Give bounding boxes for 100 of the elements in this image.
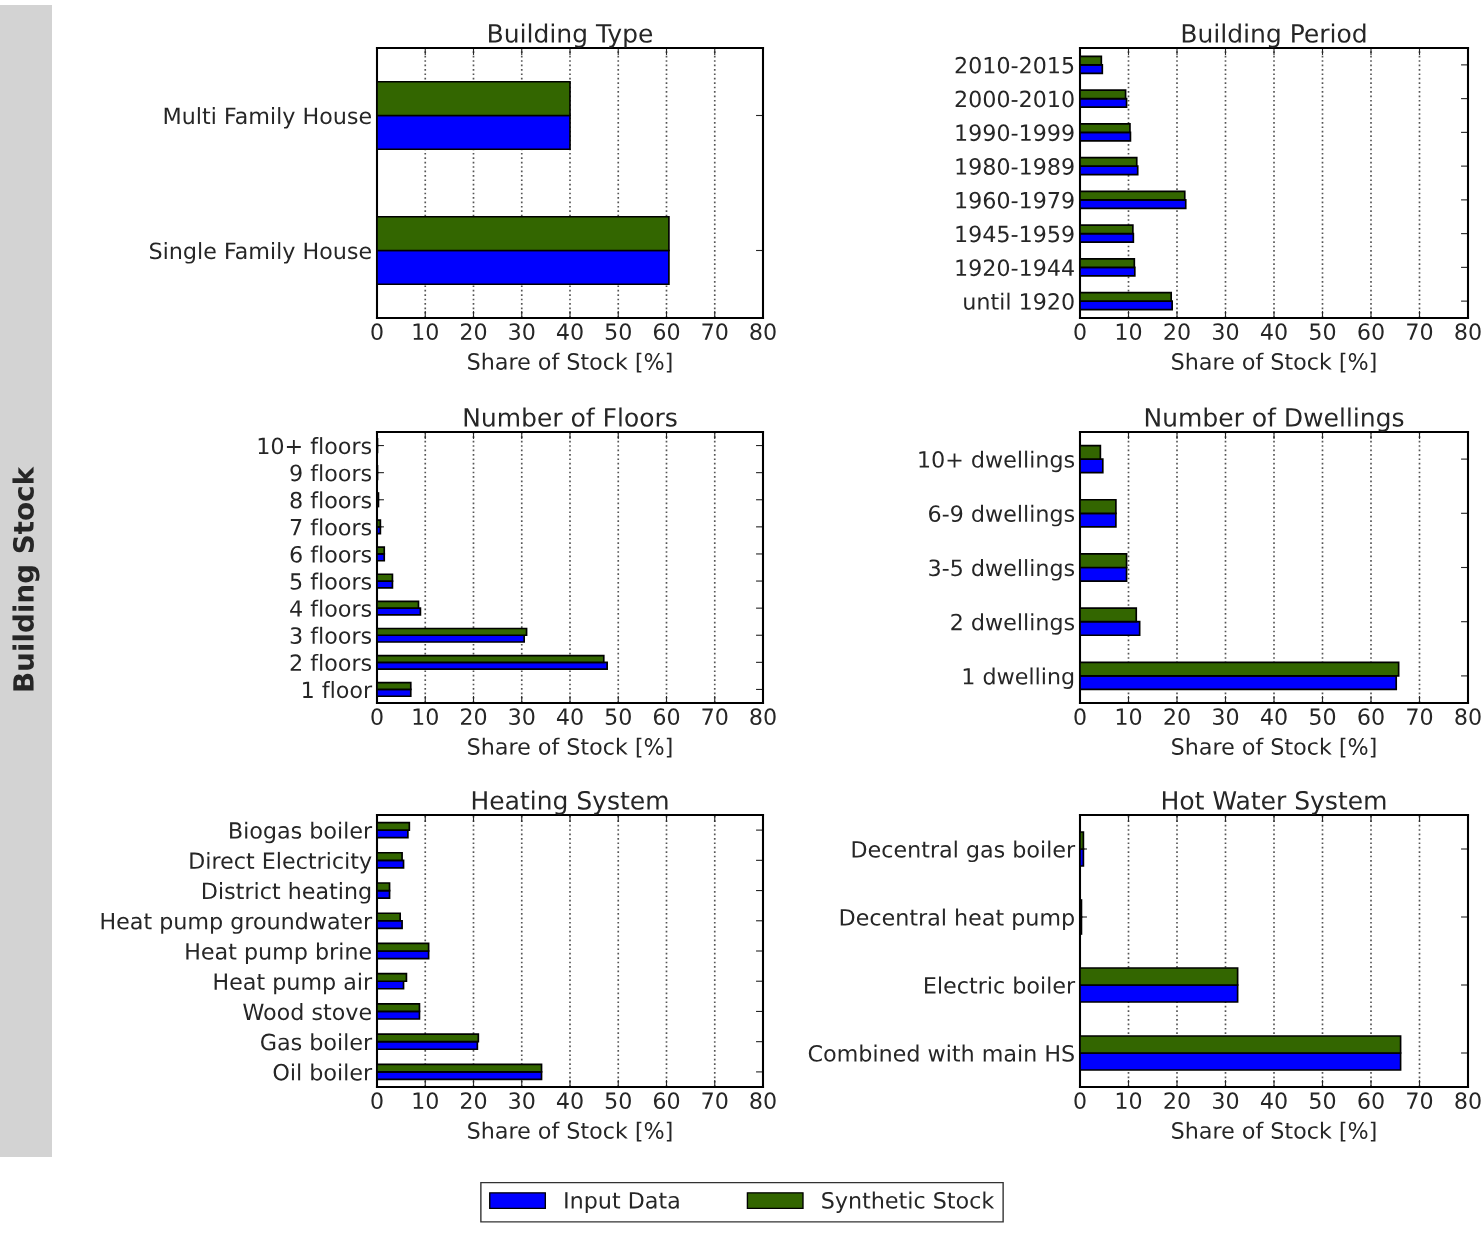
x-tick-label: 60 bbox=[653, 1092, 680, 1110]
x-tick-label: 50 bbox=[605, 1092, 631, 1110]
x-axis-title: Share of Stock [%] bbox=[468, 352, 672, 373]
x-tick-label: 20 bbox=[1164, 323, 1190, 341]
x-tick-label: 10 bbox=[413, 323, 438, 341]
x-tick-label: 50 bbox=[605, 708, 631, 726]
y-tick-label: Biogas boiler bbox=[230, 821, 373, 844]
y-tick-label: 1920-1944 bbox=[956, 259, 1074, 277]
x-tick-label: 50 bbox=[1310, 1092, 1336, 1110]
y-tick-label: 5 floors bbox=[290, 572, 372, 590]
y-tick-label: 1960-1979 bbox=[956, 191, 1074, 209]
x-tick-label: 60 bbox=[1358, 708, 1384, 726]
text: Building Stock bbox=[12, 466, 40, 691]
x-tick-label: 0 bbox=[1074, 708, 1086, 726]
x-tick-label: 40 bbox=[556, 708, 583, 726]
y-tick-label: 2 floors bbox=[290, 653, 372, 672]
y-tick-label: 10+ dwellings bbox=[919, 450, 1075, 473]
x-tick-label: 50 bbox=[1310, 323, 1336, 341]
y-tick-label: Heat pump air bbox=[214, 972, 373, 995]
x-tick-label: 80 bbox=[750, 1092, 776, 1110]
y-tick-label: 1990-1999 bbox=[956, 124, 1074, 142]
y-tick-label: Decentral heat pump bbox=[840, 908, 1074, 931]
x-tick-label: 70 bbox=[1407, 708, 1433, 726]
chart-title: Number of Floors bbox=[464, 407, 677, 427]
y-tick-label: 1945-1959 bbox=[956, 225, 1074, 243]
y-tick-label: 2 dwellings bbox=[951, 613, 1075, 635]
chart-title: Hot Water System bbox=[1162, 790, 1386, 815]
y-tick-label: Heat pump groundwater bbox=[101, 912, 373, 934]
x-tick-label: 0 bbox=[1074, 323, 1086, 341]
x-tick-label: 60 bbox=[1358, 1092, 1384, 1110]
x-tick-label: 60 bbox=[1358, 323, 1384, 341]
x-tick-label: 0 bbox=[1074, 1092, 1086, 1110]
x-tick-label: 10 bbox=[413, 708, 438, 726]
x-tick-label: 30 bbox=[509, 1092, 535, 1110]
y-tick-label: until 1920 bbox=[964, 292, 1074, 310]
chart-title: Number of Dwellings bbox=[1145, 407, 1404, 432]
y-tick-label: 6-9 dwellings bbox=[929, 504, 1075, 527]
y-tick-label: 9 floors bbox=[290, 464, 372, 482]
x-tick-label: 10 bbox=[1116, 708, 1142, 726]
x-tick-label: 20 bbox=[460, 708, 487, 726]
x-tick-label: 40 bbox=[556, 1092, 583, 1110]
x-tick-label: 80 bbox=[750, 323, 776, 341]
y-tick-label: 4 floors bbox=[290, 599, 372, 617]
y-tick-label: 1 floor bbox=[303, 681, 373, 699]
x-tick-label: 70 bbox=[702, 323, 728, 341]
y-tick-label: Single Family House bbox=[150, 242, 371, 264]
x-tick-label: 30 bbox=[1213, 1092, 1239, 1110]
x-tick-label: 20 bbox=[1164, 708, 1190, 726]
y-tick-label: 8 floors bbox=[290, 491, 372, 509]
y-tick-label: District heating bbox=[202, 882, 371, 904]
x-tick-label: 30 bbox=[509, 323, 535, 341]
x-axis-title: Share of Stock [%] bbox=[1172, 1121, 1376, 1142]
x-tick-label: 70 bbox=[1407, 1092, 1433, 1110]
y-tick-label: Direct Electricity bbox=[190, 851, 372, 874]
x-axis-title: Share of Stock [%] bbox=[468, 1121, 672, 1142]
x-tick-label: 80 bbox=[1455, 323, 1481, 341]
y-tick-label: 1 dwelling bbox=[963, 667, 1074, 689]
x-tick-label: 30 bbox=[1213, 323, 1239, 341]
x-tick-label: 50 bbox=[605, 323, 631, 341]
x-tick-label: 70 bbox=[702, 708, 728, 726]
x-tick-label: 10 bbox=[413, 1092, 438, 1110]
x-axis-title: Share of Stock [%] bbox=[1172, 737, 1376, 758]
legend-label: Synthetic Stock bbox=[822, 1191, 995, 1213]
y-tick-label: Electric boiler bbox=[925, 976, 1076, 994]
y-tick-label: Heat pump brine bbox=[186, 942, 371, 965]
x-tick-label: 40 bbox=[1260, 1092, 1287, 1110]
x-tick-label: 60 bbox=[653, 323, 680, 341]
x-axis-title: Share of Stock [%] bbox=[468, 737, 672, 758]
x-tick-label: 20 bbox=[460, 323, 487, 341]
x-axis-title: Share of Stock [%] bbox=[1172, 352, 1376, 373]
x-tick-label: 50 bbox=[1310, 708, 1336, 726]
y-tick-label: 6 floors bbox=[290, 545, 372, 563]
x-tick-label: 70 bbox=[1407, 323, 1433, 341]
x-tick-label: 40 bbox=[1260, 708, 1287, 726]
x-tick-label: 80 bbox=[750, 708, 776, 726]
x-tick-label: 20 bbox=[460, 1092, 487, 1110]
chart-title: Building Type bbox=[489, 23, 653, 48]
x-tick-label: 30 bbox=[1213, 708, 1239, 726]
x-tick-label: 80 bbox=[1455, 708, 1481, 726]
x-tick-label: 0 bbox=[371, 323, 383, 341]
x-tick-label: 20 bbox=[1164, 1092, 1190, 1110]
y-tick-label: 2010-2015 bbox=[955, 56, 1074, 74]
y-tick-label: 2000-2010 bbox=[955, 90, 1074, 108]
y-tick-label: Oil boiler bbox=[273, 1063, 373, 1081]
x-tick-label: 30 bbox=[509, 708, 535, 726]
y-tick-label: 1980-1989 bbox=[956, 158, 1074, 175]
x-tick-label: 60 bbox=[653, 708, 680, 726]
y-tick-label: Gas boiler bbox=[261, 1033, 373, 1051]
x-tick-label: 40 bbox=[556, 323, 583, 341]
x-tick-label: 0 bbox=[371, 708, 383, 726]
y-tick-label: 3 floors bbox=[290, 626, 372, 645]
x-tick-label: 10 bbox=[1116, 1092, 1142, 1110]
y-tick-label: 3-5 dwellings bbox=[929, 559, 1075, 581]
y-tick-label: Decentral gas boiler bbox=[852, 840, 1076, 863]
y-tick-label: 7 floors bbox=[290, 518, 372, 536]
chart-title: Heating System bbox=[472, 790, 668, 815]
x-tick-label: 0 bbox=[371, 1092, 383, 1110]
legend-label: Input Data bbox=[565, 1192, 679, 1213]
y-tick-label: Multi Family House bbox=[164, 107, 371, 129]
x-tick-label: 10 bbox=[1116, 323, 1142, 341]
